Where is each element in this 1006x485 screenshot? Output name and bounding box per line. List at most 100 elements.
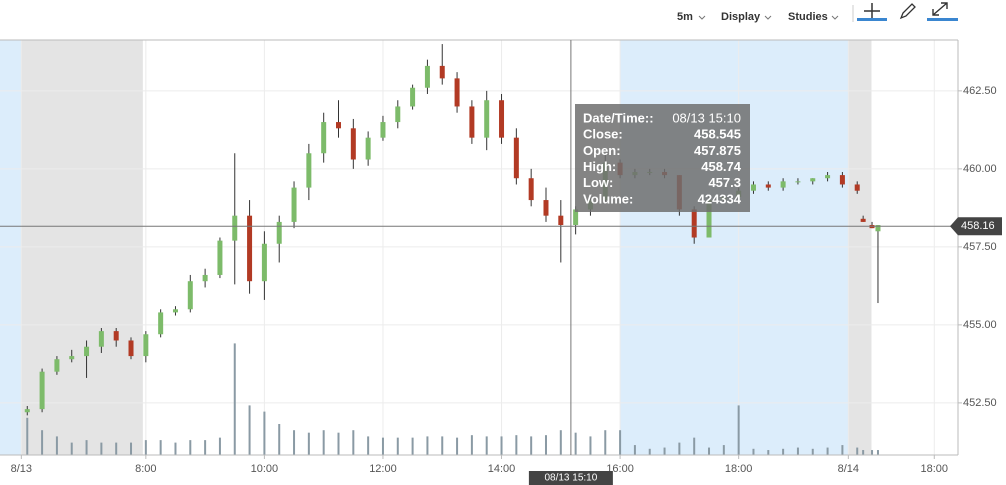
volume-bar xyxy=(500,436,503,455)
volume-bar xyxy=(26,417,29,455)
volume-bar xyxy=(70,442,73,455)
volume-bar xyxy=(426,436,429,455)
volume-bar xyxy=(144,440,147,455)
volume-bar xyxy=(574,432,577,455)
y-tick-label: 462.50 xyxy=(963,85,997,97)
x-tick-label: 18:00 xyxy=(725,463,753,475)
session-shade xyxy=(848,40,872,455)
volume-bar xyxy=(263,411,266,455)
time-badge-label: 08/13 15:10 xyxy=(544,473,597,484)
tooltip-value: 457.875 xyxy=(694,143,741,158)
candle-body xyxy=(172,309,178,313)
tooltip-label: Close: xyxy=(583,127,623,142)
volume-bar xyxy=(782,448,785,455)
candle-body xyxy=(143,334,149,357)
chevron xyxy=(698,15,706,20)
volume-bar xyxy=(663,447,666,455)
x-tick-label: 8/13 xyxy=(11,463,32,475)
volume-bar xyxy=(737,405,740,455)
volume-bar xyxy=(648,448,651,455)
expand-tool[interactable] xyxy=(927,2,958,21)
volume-bar xyxy=(811,448,814,455)
studies-button[interactable]: Studies xyxy=(788,11,828,23)
volume-bar xyxy=(604,430,607,455)
volume-bar xyxy=(337,432,340,455)
candle-body xyxy=(128,340,134,357)
tooltip-label: Low: xyxy=(583,175,613,190)
y-tick-label: 457.50 xyxy=(963,241,997,253)
tooltip-box xyxy=(575,104,750,212)
tooltip-value: 08/13 15:10 xyxy=(672,110,741,125)
candle-body xyxy=(691,209,697,238)
volume-bar xyxy=(796,447,799,455)
volume-bar xyxy=(293,430,296,455)
tooltip-label: High: xyxy=(583,159,616,174)
session-shade xyxy=(620,40,849,455)
volume-bar xyxy=(248,405,251,455)
volume-bar xyxy=(856,447,859,455)
x-tick-label: 16:00 xyxy=(606,463,634,475)
y-tick-label: 455.00 xyxy=(963,319,997,331)
volume-bar xyxy=(352,430,355,455)
candle-body xyxy=(380,122,386,138)
candle-body xyxy=(810,178,816,182)
candle-body xyxy=(202,274,208,282)
volume-bar xyxy=(722,445,725,455)
crosshair-tool[interactable] xyxy=(857,3,887,21)
volume-bar xyxy=(862,450,865,455)
display-button[interactable]: Display xyxy=(721,11,761,23)
volume-bar xyxy=(204,440,207,455)
candle-body xyxy=(573,209,579,226)
candle-body xyxy=(410,87,416,107)
session-shade xyxy=(0,40,22,455)
candle-body xyxy=(780,181,786,188)
interval-button[interactable]: 5m xyxy=(677,11,693,23)
candle-body xyxy=(825,175,831,179)
x-tick-label: 10:00 xyxy=(251,463,279,475)
volume-bar xyxy=(589,436,592,455)
price-badge-label: 458.16 xyxy=(961,220,995,232)
candle-body xyxy=(365,137,371,160)
volume-bar xyxy=(544,435,547,455)
candle-body xyxy=(706,200,712,238)
tooltip-label: Date/Time:: xyxy=(583,110,654,125)
y-tick-label: 452.50 xyxy=(963,397,997,409)
volume-bar xyxy=(826,447,829,455)
volume-bar xyxy=(678,442,681,455)
volume-bar xyxy=(485,436,488,455)
x-tick-label: 18:00 xyxy=(921,463,949,475)
volume-bar xyxy=(233,343,236,455)
volume-bar xyxy=(278,424,281,455)
volume-bar xyxy=(55,436,58,455)
candle-body xyxy=(469,106,475,138)
draw-tool[interactable] xyxy=(899,3,916,20)
candle-body xyxy=(187,281,193,310)
volume-bar xyxy=(767,450,770,455)
volume-bar xyxy=(41,430,44,455)
volume-bar xyxy=(367,436,370,455)
tooltip-value: 424334 xyxy=(698,191,742,206)
candle-body xyxy=(24,409,30,413)
volume-bar xyxy=(693,437,696,455)
x-tick-label: 8/14 xyxy=(838,463,859,475)
candle-body xyxy=(395,106,401,123)
candle-body xyxy=(750,184,756,191)
volume-bar xyxy=(218,437,221,455)
candle-body xyxy=(854,184,860,191)
candle-body xyxy=(69,356,75,360)
x-tick-label: 8:00 xyxy=(135,463,156,475)
volume-bar xyxy=(633,445,636,455)
candle-body xyxy=(217,240,223,275)
tooltip-value: 458.545 xyxy=(694,127,741,142)
candle-body xyxy=(306,153,312,188)
candle-body xyxy=(232,215,238,241)
volume-bar xyxy=(441,436,444,455)
candle-body xyxy=(454,78,460,107)
tooltip-value: 458.74 xyxy=(701,159,742,174)
candle-body xyxy=(528,178,534,201)
volume-bar xyxy=(871,450,874,455)
plot-background xyxy=(0,40,872,455)
volume-bar xyxy=(307,432,310,455)
volume-bar xyxy=(619,430,622,455)
